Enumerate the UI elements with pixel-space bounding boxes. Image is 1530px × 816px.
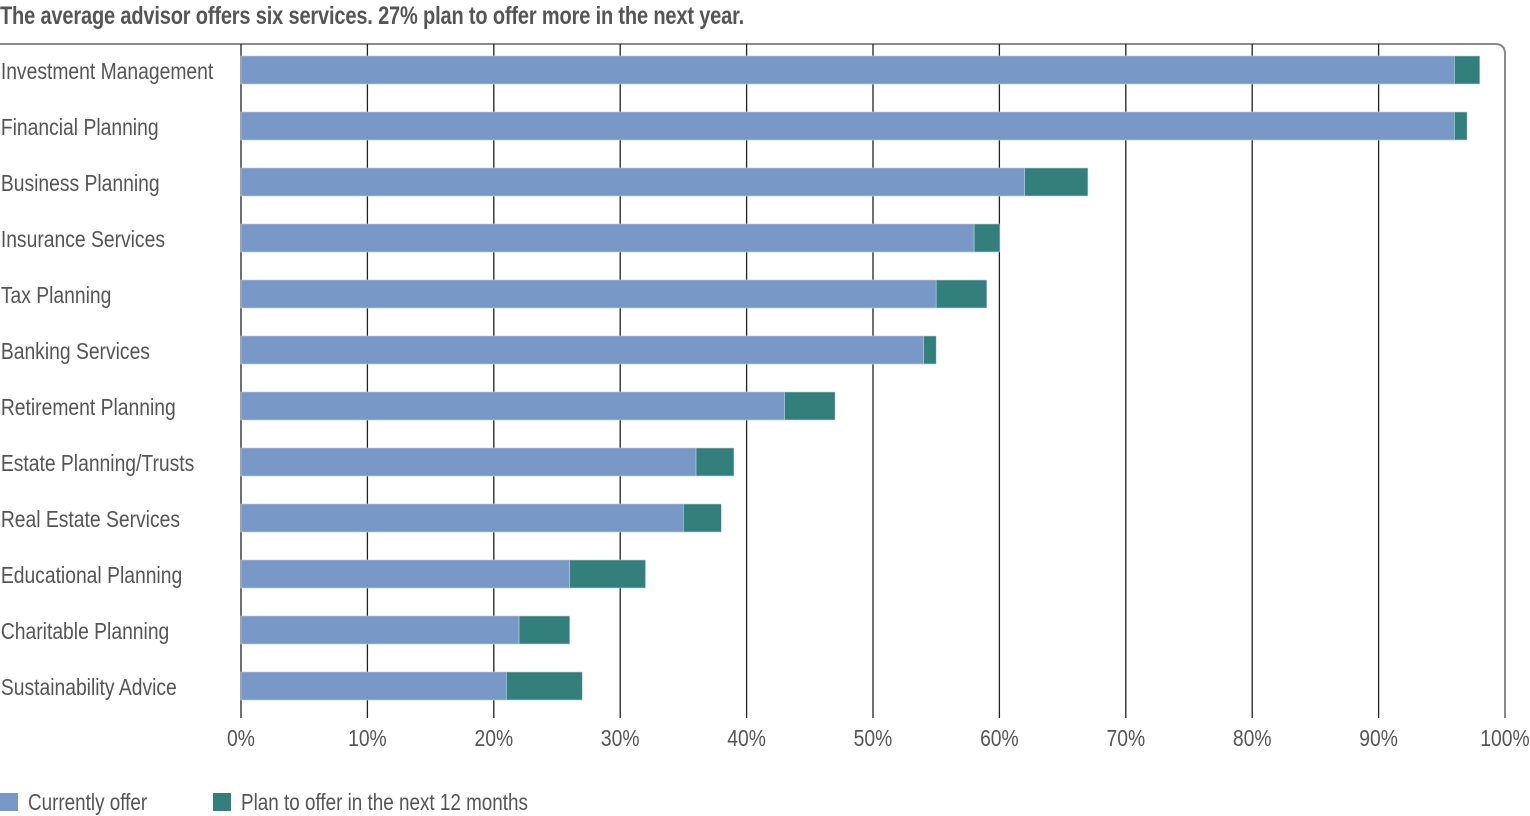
x-tick-label: 30% — [601, 727, 640, 752]
bar-plan-to-offer — [784, 391, 836, 421]
chart: Investment Management Financial Planning B… — [0, 43, 1530, 752]
bar-currently-offer — [240, 391, 785, 421]
chart-frame — [0, 43, 1506, 718]
bar-plan-to-offer — [973, 223, 1000, 253]
category-label: Charitable Planning — [1, 620, 169, 645]
bar-currently-offer — [240, 671, 507, 701]
x-tick-label: 10% — [348, 727, 387, 752]
x-tick-label: 50% — [854, 727, 893, 752]
bar-plan-to-offer — [695, 447, 735, 477]
bar-currently-offer — [240, 503, 684, 533]
legend-label-plan: Plan to offer in the next 12 months — [241, 788, 529, 815]
legend-label-current: Currently offer — [28, 788, 148, 815]
category-label: Business Planning — [1, 172, 160, 197]
category-label: Educational Planning — [1, 564, 182, 589]
x-tick-label: 0% — [227, 727, 255, 752]
bar-currently-offer — [240, 223, 975, 253]
x-tick-label: 70% — [1106, 727, 1145, 752]
legend-swatch-plan — [213, 793, 232, 811]
bar-plan-to-offer — [506, 671, 583, 701]
bar-plan-to-offer — [935, 279, 988, 309]
x-tick-label: 20% — [474, 727, 513, 752]
x-tick-label: 80% — [1233, 727, 1272, 752]
bar-plan-to-offer — [1024, 167, 1089, 197]
legend-item-current: Currently offer — [0, 789, 173, 816]
category-label: Investment Management — [1, 60, 214, 85]
x-tick-label: 60% — [980, 727, 1019, 752]
category-label: Banking Services — [1, 340, 150, 365]
bar-plan-to-offer — [1454, 55, 1481, 85]
category-label: Sustainability Advice — [1, 676, 177, 701]
legend-swatch-current — [0, 793, 18, 811]
bar-plan-to-offer — [1454, 111, 1468, 141]
category-label: Real Estate Services — [1, 508, 180, 533]
category-label: Retirement Planning — [1, 396, 176, 421]
chart-title: The average advisor offers six services.… — [0, 2, 745, 30]
bar-plan-to-offer — [518, 615, 570, 645]
bar-plan-to-offer — [683, 503, 722, 533]
bar-currently-offer — [240, 279, 937, 309]
legend: Currently offer Plan to offer in the nex… — [0, 788, 631, 816]
category-label: Estate Planning/Trusts — [1, 452, 194, 477]
bar-currently-offer — [240, 55, 1455, 85]
bar-currently-offer — [240, 559, 570, 589]
category-label: Insurance Services — [1, 228, 165, 253]
bar-currently-offer — [240, 615, 520, 645]
bar-currently-offer — [240, 447, 697, 477]
bar-plan-to-offer — [923, 335, 937, 365]
bar-currently-offer — [240, 335, 924, 365]
bar-plan-to-offer — [569, 559, 646, 589]
x-tick-label: 100% — [1480, 727, 1529, 752]
x-tick-label: 40% — [727, 727, 766, 752]
category-label: Tax Planning — [1, 284, 112, 309]
category-label: Financial Planning — [1, 116, 159, 141]
bar-currently-offer — [240, 167, 1025, 197]
x-tick-label: 90% — [1359, 727, 1398, 752]
bar-currently-offer — [240, 111, 1455, 141]
legend-item-plan: Plan to offer in the next 12 months — [213, 789, 591, 816]
